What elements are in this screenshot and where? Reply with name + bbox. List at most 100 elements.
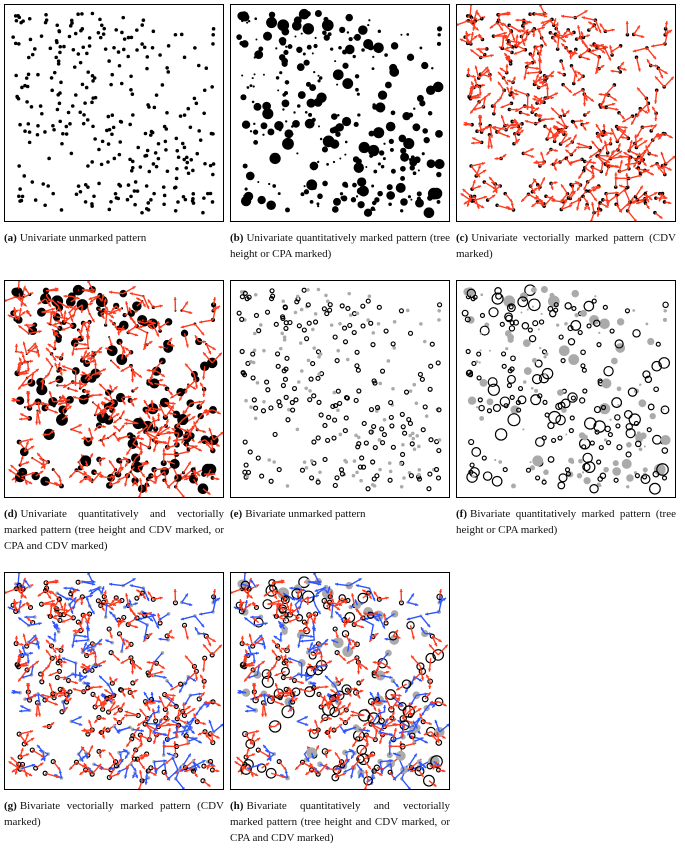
tree-point (118, 140, 123, 144)
cdv-arrow-head (639, 137, 643, 141)
cdv-arrow-head (473, 16, 478, 20)
panel-a-plot (4, 4, 224, 222)
cdv-arrow-head (88, 296, 93, 300)
cdv-arrow-head (203, 632, 207, 636)
tree-point (163, 139, 168, 144)
tree-point-species-b (540, 312, 543, 315)
cdv-arrow-head (614, 176, 618, 180)
tree-point (500, 46, 505, 51)
tree-point (33, 198, 38, 202)
cdv-arrow-head (573, 134, 577, 138)
tree-point-species-a (324, 311, 330, 317)
cdv-arrow-head (576, 142, 581, 146)
tree-point-species-b (392, 346, 397, 350)
tree-point (164, 148, 168, 152)
tree-point (128, 122, 132, 127)
cdv-arrow-head (577, 25, 581, 29)
cdv-arrow-head (134, 387, 139, 391)
tree-point-species-a (353, 397, 359, 404)
cdv-arrow-head (652, 55, 657, 60)
tree-point (58, 50, 62, 55)
cdv-arrow-head (100, 694, 105, 698)
cdv-arrow-head (27, 390, 31, 394)
tree-point-species-b (529, 461, 532, 464)
tree-point-species-a (339, 303, 345, 309)
cdv-arrow-head (200, 382, 204, 387)
tree-point-species-a (355, 367, 361, 373)
tree-point-species-b (306, 288, 310, 292)
cdv-arrow-head (186, 720, 190, 725)
tree-point (277, 192, 281, 196)
tree-point (24, 76, 29, 80)
tree-point-species-b (531, 305, 535, 308)
tree-point (106, 142, 111, 146)
tree-point-species-a (466, 288, 477, 299)
tree-point (192, 96, 197, 101)
tree-point-species-a (560, 398, 571, 409)
tree-point (19, 198, 24, 203)
cdv-arrow-head (25, 310, 30, 315)
tree-point (133, 180, 138, 184)
cdv-arrow-head (98, 754, 102, 758)
cdv-arrow-head (88, 588, 93, 592)
cdv-arrow (457, 20, 469, 26)
tree-point-species-a (293, 397, 299, 403)
cdv-arrow-head (40, 757, 45, 761)
cdv-arrow-head (532, 98, 536, 102)
cdv-arrow-head (202, 668, 206, 672)
cdv-arrow-head (92, 288, 96, 292)
caption-e-text: Bivariate unmarked pattern (245, 508, 366, 520)
cdv-arrow-head (109, 766, 113, 770)
cdv-arrow-head (504, 35, 508, 39)
tree-point-species-b (475, 360, 479, 364)
tree-point-species-a (400, 424, 406, 430)
cdv-arrow-head (646, 205, 650, 210)
tree-point (129, 194, 133, 199)
tree-point (73, 31, 78, 36)
tree-point-species-a (580, 349, 586, 356)
tree-point (383, 142, 386, 145)
tree-point-species-a (476, 375, 482, 381)
tree-point-species-a (374, 473, 380, 479)
tree-point (416, 94, 424, 102)
tree-point (296, 63, 305, 71)
tree-point-species-a (250, 375, 256, 381)
cdv-arrow (590, 212, 595, 221)
cdv-arrow-head (500, 115, 504, 119)
cdv-arrow-head (101, 586, 105, 590)
tree-point-species-b (589, 315, 600, 326)
cdv-arrow-head (156, 413, 161, 417)
tree-point (294, 35, 297, 38)
cdv-arrow-head (624, 125, 628, 129)
cdv-arrow-head (477, 93, 481, 97)
cdv-arrow-head (599, 23, 603, 27)
panel-b-plot (230, 4, 450, 222)
cdv-arrow-head (143, 346, 147, 350)
cdv-arrow-head (130, 379, 135, 383)
pattern-svg-b (236, 8, 445, 219)
tree-point-species-a (398, 308, 405, 314)
tree-point-species-a (268, 405, 274, 411)
cdv-arrow-head (657, 166, 661, 170)
cdv-arrow-head (476, 11, 480, 15)
cdv-arrow-head (544, 12, 548, 16)
cdv-arrow-head (560, 35, 565, 39)
cdv-arrow-head (57, 654, 61, 658)
tree-point-species-a (246, 294, 252, 300)
cdv-arrow-head (583, 186, 587, 191)
tree-point (140, 42, 144, 46)
tree-point-species-a (515, 399, 521, 406)
cdv-arrow-head (593, 197, 597, 202)
cdv-arrow-head (102, 457, 106, 461)
tree-point (23, 129, 27, 134)
cdv-arrow-head (534, 196, 538, 200)
tree-point (255, 38, 258, 41)
cdv-arrow-head (117, 624, 121, 628)
tree-point (40, 111, 44, 116)
cdv-arrow-head (670, 76, 674, 80)
tree-point-species-a (625, 451, 632, 458)
cdv-arrow-head (216, 735, 220, 739)
tree-point (135, 189, 140, 193)
tree-point-species-b (599, 484, 602, 487)
cdv-arrow (17, 573, 20, 584)
